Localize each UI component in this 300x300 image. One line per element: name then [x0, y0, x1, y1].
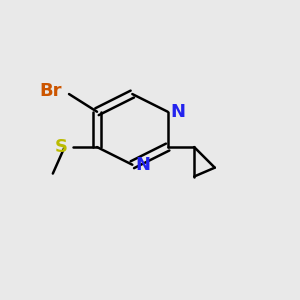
Text: N: N [135, 156, 150, 174]
Text: N: N [171, 103, 186, 121]
Text: S: S [55, 138, 68, 156]
Text: Br: Br [39, 82, 62, 100]
